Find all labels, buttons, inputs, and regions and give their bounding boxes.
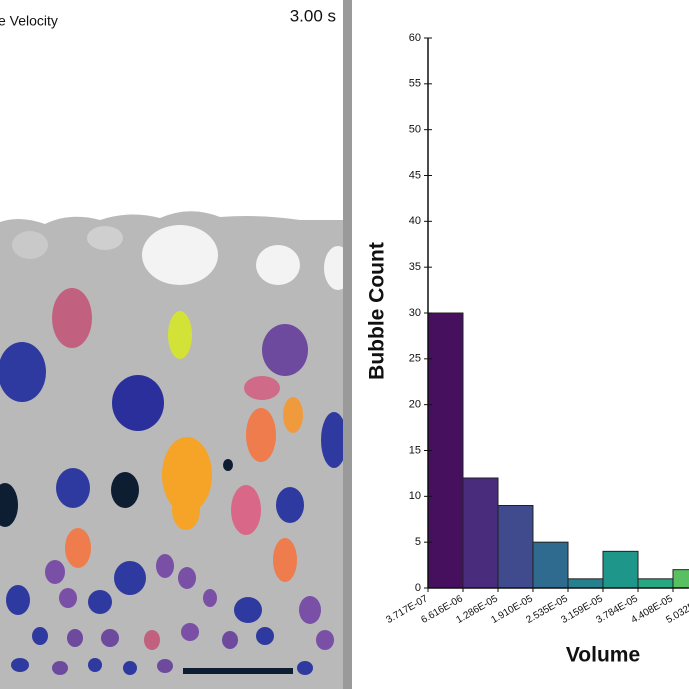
x-tick-label: 5.032E-05 [664,593,689,626]
x-tick-label: 3.159E-05 [559,593,605,626]
y-tick-label: 35 [409,261,421,273]
y-tick-label: 50 [409,124,421,136]
bar [497,505,534,589]
y-tick-label: 20 [409,399,421,411]
x-axis-title: Volume [566,644,640,667]
field-label: e Velocity [0,13,58,29]
y-tick-label: 55 [409,78,421,90]
bar [672,569,689,589]
bar [567,578,604,589]
x-tick-label: 2.535E-05 [524,593,570,626]
bar [637,578,674,589]
x-tick-label: 1.910E-05 [489,593,535,626]
divider [343,0,352,689]
y-tick-label: 15 [409,444,421,456]
y-tick-label: 0 [415,582,421,594]
y-tick-label: 10 [409,490,421,502]
y-tick-label: 45 [409,169,421,181]
foam-bubbles [12,225,344,290]
gas-bubbles [0,288,344,675]
simulation-view: e Velocity 3.00 s [0,0,344,689]
y-tick-label: 40 [409,215,421,227]
y-tick-label: 60 [409,32,421,44]
bar [427,312,464,589]
x-tick-label: 4.408E-05 [629,593,675,626]
x-tick-label: 3.717E-07 [384,593,430,626]
x-tick-label: 3.784E-05 [594,593,640,626]
bar [462,477,499,589]
y-tick-label: 5 [415,536,421,548]
bar [602,550,639,589]
y-tick-label: 25 [409,353,421,365]
time-label: 3.00 s [290,6,336,25]
y-axis-title: Bubble Count [366,242,389,380]
bar [532,541,569,589]
y-tick-label: 30 [409,307,421,319]
x-tick-label: 1.286E-05 [454,593,500,626]
x-tick-label: 6.616E-06 [419,593,465,626]
